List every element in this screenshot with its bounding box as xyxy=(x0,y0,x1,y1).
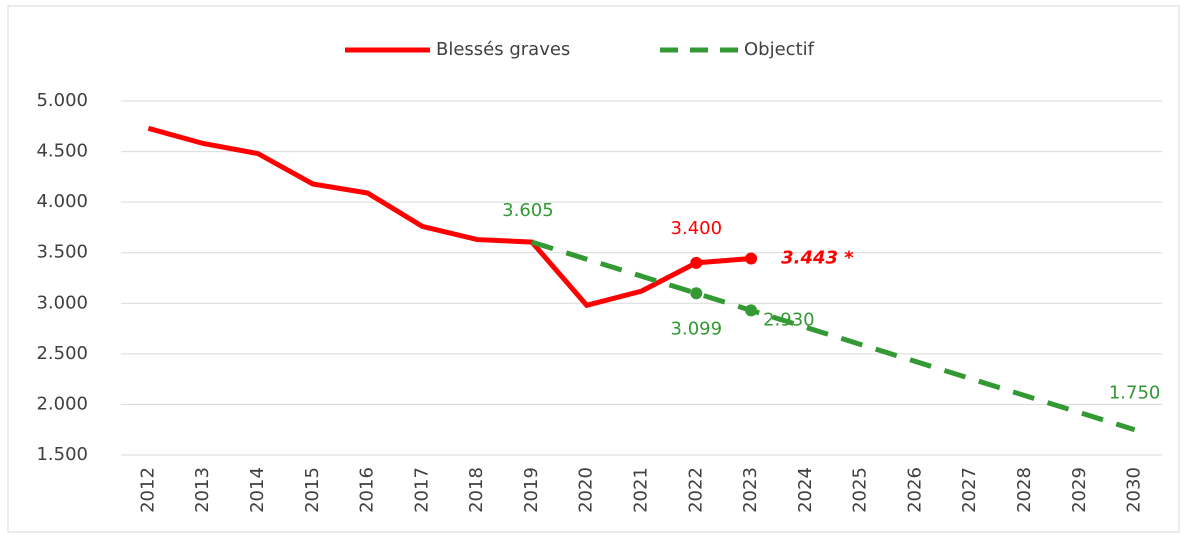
y-tick-label: 3.000 xyxy=(36,292,88,313)
y-tick-label: 2.500 xyxy=(36,343,88,364)
chart-border xyxy=(7,5,1180,533)
data-label: 3.605 xyxy=(502,200,554,221)
x-tick-label: 2021 xyxy=(631,467,652,513)
point-marker xyxy=(690,256,703,269)
data-label: 3.443 * xyxy=(781,247,854,268)
x-tick-label: 2027 xyxy=(959,467,980,513)
data-label: 3.400 xyxy=(671,218,723,239)
x-tick-label: 2026 xyxy=(904,467,925,513)
x-tick-label: 2023 xyxy=(740,467,761,513)
x-tick-label: 2015 xyxy=(302,467,323,513)
x-tick-label: 2017 xyxy=(411,467,432,513)
legend-label: Blessés graves xyxy=(436,39,570,60)
y-tick-label: 4.000 xyxy=(36,191,88,212)
x-tick-label: 2028 xyxy=(1014,467,1035,513)
y-tick-label: 3.500 xyxy=(36,242,88,263)
data-label: 2.930 xyxy=(763,309,815,330)
series-line xyxy=(147,125,752,309)
y-tick-label: 2.000 xyxy=(36,393,88,414)
x-tick-label: 2012 xyxy=(137,467,158,513)
point-marker xyxy=(745,304,758,317)
legend-label: Objectif xyxy=(744,39,815,60)
x-tick-label: 2016 xyxy=(357,467,378,513)
y-tick-label: 1.500 xyxy=(36,444,88,465)
x-tick-label: 2018 xyxy=(466,467,487,513)
x-tick-label: 2013 xyxy=(192,467,213,513)
x-tick-label: 2022 xyxy=(685,467,706,513)
x-tick-label: 2025 xyxy=(850,467,871,513)
x-tick-label: 2030 xyxy=(1124,467,1145,513)
x-tick-label: 2014 xyxy=(247,467,268,513)
y-tick-label: 4.500 xyxy=(36,141,88,162)
point-marker xyxy=(690,287,703,300)
x-tick-label: 2019 xyxy=(521,467,542,513)
data-label: 1.750 xyxy=(1109,383,1161,404)
data-label: 3.099 xyxy=(671,318,723,339)
point-marker xyxy=(745,252,758,265)
x-tick-label: 2024 xyxy=(795,467,816,513)
x-tick-label: 2020 xyxy=(576,467,597,513)
x-tick-label: 2029 xyxy=(1069,467,1090,513)
y-tick-label: 5.000 xyxy=(36,90,88,111)
